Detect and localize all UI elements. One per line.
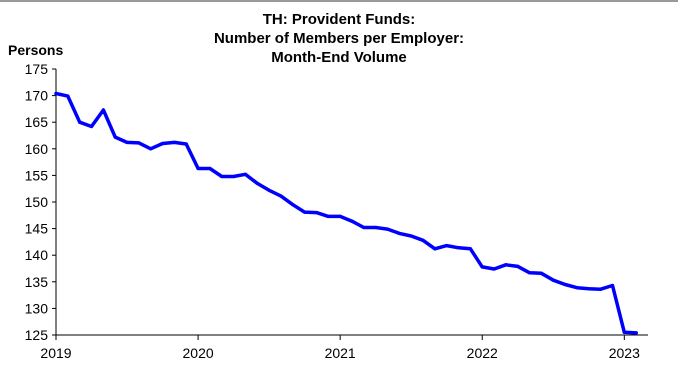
data-point <box>409 234 413 238</box>
y-tick-label: 175 <box>25 61 49 77</box>
data-point <box>137 141 141 145</box>
y-tick-label: 155 <box>25 167 49 183</box>
data-point <box>303 210 307 214</box>
data-point <box>563 282 567 287</box>
chart-title-line-1: TH: Provident Funds: <box>263 11 416 28</box>
data-point <box>385 227 390 231</box>
data-point <box>160 141 165 146</box>
plot-area <box>54 91 638 335</box>
data-point <box>326 214 330 218</box>
data-point <box>279 194 283 198</box>
data-point <box>78 120 82 124</box>
x-tick-label: 2023 <box>609 345 640 361</box>
data-point <box>243 172 248 176</box>
data-point <box>255 181 259 185</box>
data-point <box>350 219 354 223</box>
data-point <box>480 265 484 269</box>
data-point <box>421 238 425 242</box>
data-point <box>220 174 224 179</box>
data-point <box>54 91 58 96</box>
data-point <box>184 142 188 146</box>
data-point <box>551 278 555 282</box>
data-point <box>599 287 603 291</box>
x-tick-label: 2022 <box>467 345 498 361</box>
x-tick-label: 2019 <box>40 345 71 361</box>
data-point <box>89 124 94 129</box>
data-point <box>539 271 544 275</box>
data-point <box>527 271 532 275</box>
data-point <box>374 225 378 230</box>
x-tick-label: 2021 <box>325 345 356 361</box>
top-border <box>0 0 678 2</box>
chart-title-line-3: Month-End Volume <box>271 49 407 66</box>
y-tick-label: 145 <box>25 221 49 237</box>
data-point <box>445 244 449 248</box>
data-point <box>397 231 401 235</box>
data-point <box>362 225 366 230</box>
data-point <box>456 246 461 250</box>
data-point <box>149 147 153 151</box>
data-point <box>468 247 473 251</box>
chart-axes: 125 130 135 140 145 150 155 160 165 170 175 2019 202… <box>25 61 648 361</box>
y-tick-label: 135 <box>25 274 49 290</box>
data-point <box>634 331 638 335</box>
data-point <box>66 94 70 98</box>
data-point <box>575 286 579 290</box>
data-point <box>338 214 342 218</box>
y-tick-label: 125 <box>25 327 49 343</box>
data-point <box>610 283 615 288</box>
data-point <box>622 330 626 334</box>
data-point <box>291 203 295 207</box>
data-point <box>101 108 105 112</box>
x-tick-label: 2020 <box>183 345 214 361</box>
y-tick-label: 165 <box>25 114 49 130</box>
data-point <box>267 188 271 192</box>
data-point <box>172 140 176 145</box>
data-point <box>504 263 508 267</box>
y-tick-label: 140 <box>25 247 49 263</box>
data-point <box>492 267 496 271</box>
series-line-0 <box>54 91 638 335</box>
data-point <box>125 140 129 145</box>
y-tick-label: 170 <box>25 88 49 104</box>
y-tick-label: 160 <box>25 141 49 157</box>
y-tick-label: 150 <box>25 194 49 210</box>
data-point <box>433 247 437 251</box>
y-axis-label: Persons <box>8 42 63 58</box>
data-point <box>196 166 200 171</box>
data-point <box>113 135 117 139</box>
data-point <box>231 174 236 179</box>
chart-title-line-2: Number of Members per Employer: <box>214 30 464 47</box>
data-point <box>314 211 319 215</box>
data-point <box>208 166 212 171</box>
data-point <box>516 264 520 268</box>
data-point <box>587 287 591 291</box>
y-tick-label: 130 <box>25 300 49 316</box>
